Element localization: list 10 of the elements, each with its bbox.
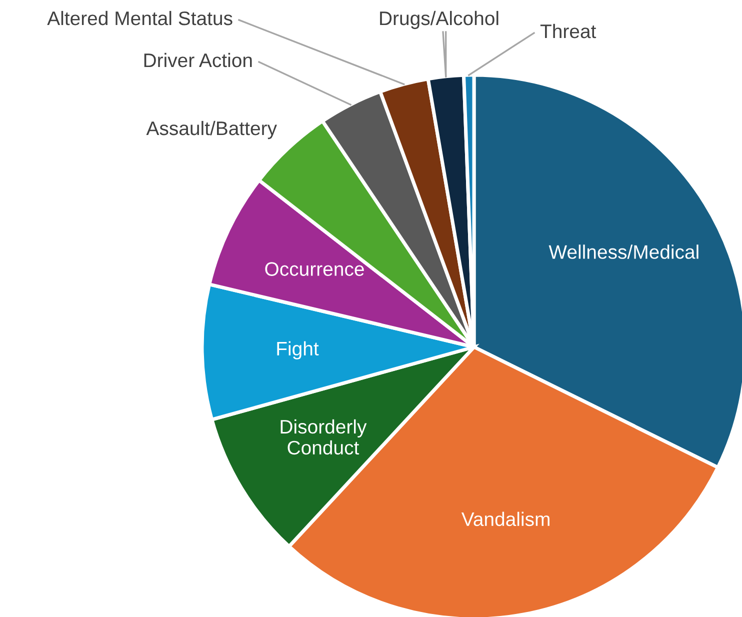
slice-label: Disorderly Conduct bbox=[280, 419, 367, 455]
slice-label: Driver Action bbox=[144, 52, 252, 68]
slice-label: Wellness/Medical bbox=[548, 244, 698, 259]
slice-label: Fight bbox=[277, 341, 319, 360]
slice-label: Occurrence bbox=[265, 262, 364, 276]
slice-label: Altered Mental Status bbox=[47, 10, 232, 26]
slice-label: Vandalism bbox=[461, 512, 550, 526]
slice-label: Drugs/Alcohol bbox=[380, 10, 498, 30]
slice-label: Assault/Battery bbox=[146, 120, 277, 140]
slice-label: Threat bbox=[540, 24, 596, 38]
